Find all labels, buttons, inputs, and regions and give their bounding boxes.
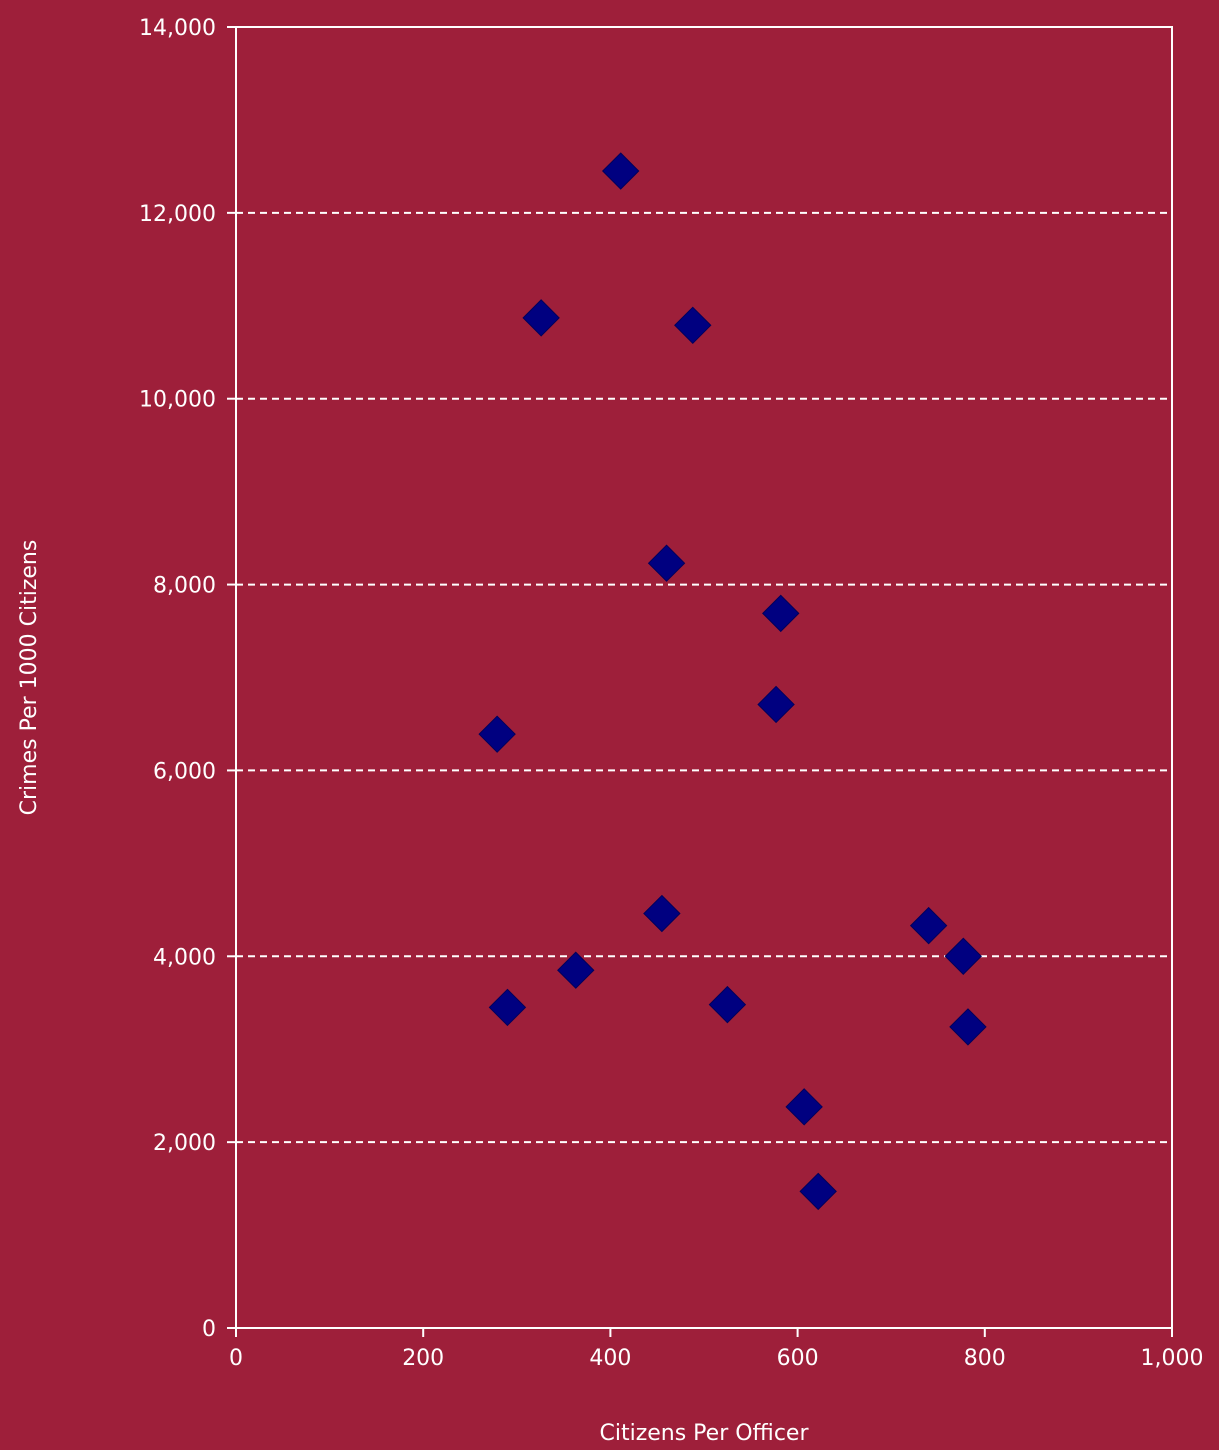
data-point bbox=[643, 894, 681, 933]
data-point bbox=[909, 906, 948, 945]
y-tick-label: 10,000 bbox=[139, 388, 216, 413]
data-point bbox=[785, 1088, 823, 1126]
tick-labels: 0 2,000 4,000 6,000 8,000 10,000 12,000 14,000 0… bbox=[139, 16, 1203, 1371]
data-point bbox=[762, 594, 800, 633]
y-tick-label: 8,000 bbox=[153, 574, 216, 599]
data-point bbox=[601, 152, 640, 190]
x-tick-label: 0 bbox=[229, 1346, 243, 1371]
grid-lines bbox=[236, 211, 1172, 1144]
data-point bbox=[944, 937, 982, 975]
y-tick-label: 4,000 bbox=[153, 945, 216, 970]
data-point bbox=[488, 988, 527, 1027]
y-tick-label: 12,000 bbox=[139, 202, 216, 227]
y-tick-label: 6,000 bbox=[153, 759, 216, 784]
data-point bbox=[708, 985, 747, 1024]
data-point bbox=[478, 715, 516, 753]
data-point bbox=[522, 299, 560, 337]
x-axis-title: Citizens Per Officer bbox=[599, 1421, 809, 1446]
y-axis-title: Crimes Per 1000 Citizens bbox=[17, 540, 42, 816]
x-tick-label: 600 bbox=[777, 1346, 819, 1371]
x-tick-label: 800 bbox=[964, 1346, 1006, 1371]
y-tick-label: 14,000 bbox=[139, 16, 216, 41]
x-tick-label: 1,000 bbox=[1141, 1346, 1204, 1371]
data-point bbox=[949, 1008, 987, 1046]
y-tick-label: 0 bbox=[202, 1317, 216, 1342]
y-tick-label: 2,000 bbox=[153, 1131, 216, 1156]
data-point bbox=[757, 685, 795, 724]
axes bbox=[227, 26, 1173, 1337]
x-tick-label: 200 bbox=[402, 1346, 444, 1371]
data-point bbox=[799, 1172, 837, 1211]
data-point bbox=[557, 951, 595, 989]
data-point bbox=[647, 544, 686, 582]
plot-area-border bbox=[235, 26, 1173, 1329]
data-point bbox=[674, 306, 712, 345]
data-points bbox=[478, 152, 987, 1211]
x-tick-label: 400 bbox=[589, 1346, 631, 1371]
